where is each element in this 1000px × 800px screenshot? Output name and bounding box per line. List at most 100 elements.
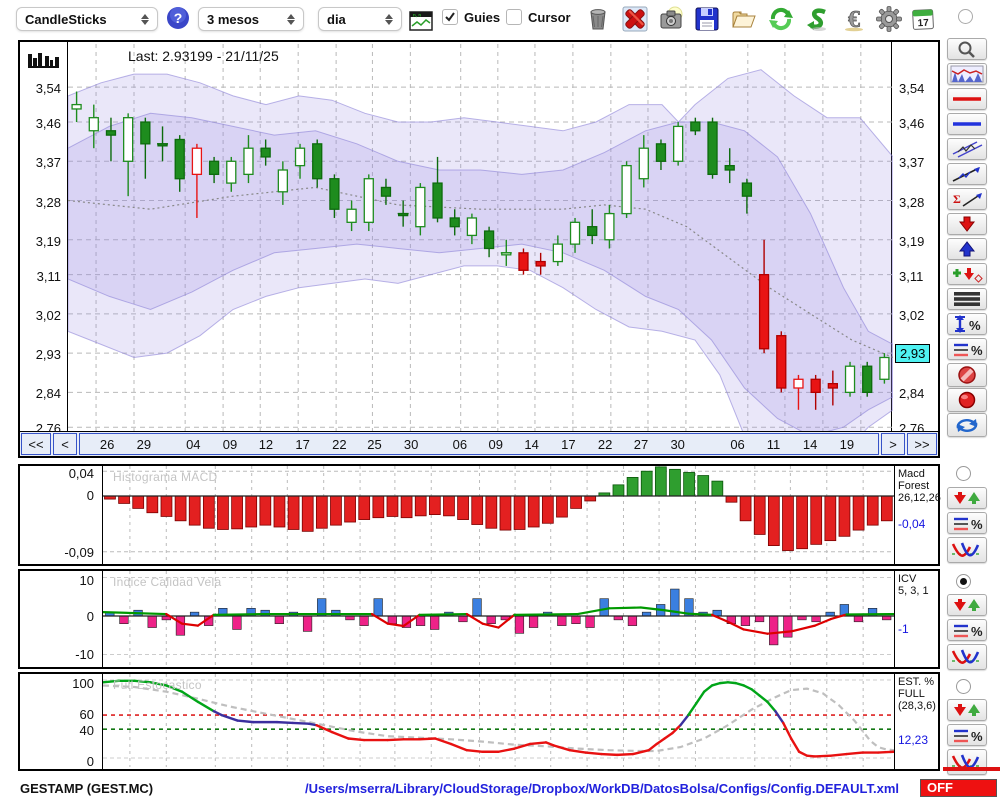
red-hline-button[interactable] (947, 88, 987, 110)
trendline-icon (952, 167, 980, 182)
icv-signals-button[interactable] (947, 594, 987, 616)
icv-tick-bottom: -10 (75, 647, 94, 662)
arrow-down-red-button[interactable] (947, 213, 987, 235)
date-tick: 25 (367, 437, 382, 452)
date-tick: 22 (597, 437, 613, 452)
nav-prev-button[interactable]: < (53, 433, 77, 455)
trash-button[interactable] (585, 6, 611, 32)
record-button[interactable] (947, 388, 987, 412)
nav-next-button[interactable]: > (881, 433, 905, 455)
camera-icon (660, 6, 683, 29)
stoch-tick: 100 (72, 676, 94, 691)
sync-button[interactable] (805, 6, 831, 32)
price-tick: 3,11 (36, 268, 61, 284)
stoch-axis: 100 60 40 0 (20, 674, 102, 769)
trendline-button[interactable] (947, 163, 987, 185)
blue-hline-button[interactable] (947, 113, 987, 135)
icv-plot[interactable]: Indice Calidad Vela (101, 571, 896, 667)
sum-trend-button[interactable]: Σ (947, 188, 987, 210)
delete-button[interactable] (622, 6, 648, 32)
icv-percent-button[interactable]: % (947, 619, 987, 641)
macd-tick-top: 0,04 (68, 466, 94, 481)
macd-curves-button[interactable] (947, 537, 987, 563)
macd-radio[interactable] (956, 466, 971, 481)
candlestick-plot[interactable]: Last: 2.93199 - 21/11/25 (67, 42, 893, 432)
date-tick: 11 (766, 437, 781, 452)
config-path-label: /Users/mserra/Library/CloudStorage/Dropb… (305, 780, 900, 796)
stoch-percent-icon: % (954, 729, 983, 744)
icv-panel: 10 0 -10 Indice Calidad Vela ICV 5, 3, 1 … (18, 569, 940, 669)
add-signal-button[interactable] (947, 263, 987, 285)
stoch-radio[interactable] (956, 679, 971, 694)
icv-curves-button[interactable] (947, 644, 987, 670)
icv-svg (101, 571, 896, 665)
stoch-tick: 40 (79, 722, 94, 738)
help-button[interactable]: ? (165, 5, 191, 31)
stoch-curves-button[interactable] (947, 749, 987, 775)
macd-name: Macd Forest 26,12,26 (898, 468, 941, 504)
refresh-icon (769, 7, 793, 31)
macd-plot[interactable]: Histograma MACD (102, 466, 895, 564)
macd-percent-icon: % (954, 517, 983, 532)
channel-icon (952, 141, 983, 158)
stoch-signals-button[interactable] (947, 699, 987, 721)
chevron-updown-icon (385, 13, 393, 25)
open-button[interactable] (731, 6, 757, 32)
guies-checkbox[interactable] (442, 9, 458, 25)
channel-button[interactable] (947, 138, 987, 160)
check-icon (445, 12, 455, 22)
stochastic-panel: 100 60 40 0 Full Estocastico EST. % FULL (28,… (18, 672, 940, 771)
price-tick: 2,84 (899, 386, 925, 402)
last-price-tag: 2,93 (895, 344, 931, 364)
compare-percent-button[interactable]: % (947, 338, 987, 360)
svg-text:17: 17 (917, 18, 929, 30)
disable-button[interactable] (947, 363, 987, 387)
snapshot-button[interactable] (659, 6, 685, 32)
stoch-tick: 0 (86, 754, 94, 769)
scale-percent-button[interactable]: % (947, 313, 987, 335)
save-button[interactable] (694, 6, 720, 32)
macd-watermark: Histograma MACD (113, 470, 218, 484)
indicator-chart-button[interactable] (947, 63, 987, 85)
bars-list-button[interactable] (947, 288, 987, 310)
price-tick: 3,28 (35, 194, 61, 210)
chart-type-select[interactable]: CandleSticks (16, 7, 158, 31)
stoch-signals-icon (954, 704, 980, 716)
refresh-button[interactable] (768, 6, 794, 32)
red-hline-icon (953, 97, 981, 101)
cursor-checkbox[interactable] (506, 9, 522, 25)
calendar-button[interactable]: 17 (910, 6, 936, 32)
period-select[interactable]: 3 mesos (198, 7, 304, 31)
euro-button[interactable]: € (840, 6, 866, 32)
stoch-percent-button[interactable]: % (947, 724, 987, 746)
off-button[interactable]: OFF (920, 779, 997, 797)
nav-last-button[interactable]: >> (907, 433, 937, 455)
zoom-button[interactable] (947, 38, 987, 60)
stoch-plot[interactable]: Full Estocastico (101, 674, 896, 769)
arrow-up-blue-button[interactable] (947, 238, 987, 260)
nav-first-button[interactable]: << (21, 433, 51, 455)
add-signal-icon (953, 268, 983, 283)
chart-window-button[interactable]: n,n (408, 8, 434, 34)
svg-text:%: % (969, 318, 981, 333)
macd-percent-button[interactable]: % (947, 512, 987, 534)
toolbar-radio[interactable] (958, 9, 973, 24)
icv-tick-top: 10 (79, 573, 94, 588)
last-price-label: Last: 2.93199 - 21/11/25 (128, 48, 279, 64)
settings-button[interactable] (876, 6, 902, 32)
macd-signals-button[interactable] (947, 487, 987, 509)
icv-radio[interactable] (956, 574, 971, 589)
svg-text:Σ: Σ (953, 192, 961, 206)
price-tick: 3,37 (899, 155, 925, 171)
reload-button[interactable] (947, 413, 987, 437)
disable-icon (958, 366, 976, 384)
date-tick: 14 (524, 437, 539, 452)
macd-curves-icon (951, 542, 982, 557)
date-tick: 06 (730, 437, 745, 452)
stoch-svg (101, 674, 896, 767)
gear-icon (876, 6, 902, 32)
cursor-checkbox-row: Cursor (506, 9, 571, 25)
record-icon (958, 391, 976, 409)
arrow-up-blue-icon (958, 241, 976, 257)
interval-select[interactable]: dia (318, 7, 402, 31)
